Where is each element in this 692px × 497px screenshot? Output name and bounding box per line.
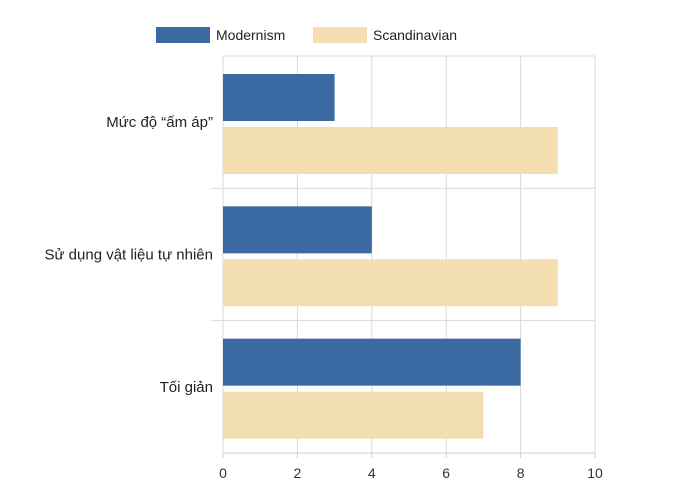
x-tick-label: 6 <box>442 465 450 481</box>
x-tick-label: 2 <box>294 465 302 481</box>
legend: Modernism Scandinavian <box>156 27 457 43</box>
bar-modernism-0 <box>223 74 335 121</box>
x-axis: 0 2 4 6 8 10 <box>219 452 603 481</box>
bar-scandinavian-0 <box>223 127 558 174</box>
category-labels: Mức độ “ấm áp” Sử dụng vật liệu tự nhiên T… <box>44 114 213 396</box>
gridlines <box>211 55 596 453</box>
category-label: Tối giản <box>160 379 213 396</box>
category-label: Sử dụng vật liệu tự nhiên <box>44 247 213 264</box>
bar-scandinavian-1 <box>223 259 558 307</box>
x-tick-label: 4 <box>368 465 376 481</box>
bars <box>223 74 558 439</box>
bar-modernism-1 <box>223 206 372 254</box>
legend-swatch-modernism <box>156 27 210 43</box>
x-tick-label: 8 <box>517 465 525 481</box>
bar-scandinavian-2 <box>223 391 484 439</box>
bar-modernism-2 <box>223 338 521 386</box>
x-tick-label: 10 <box>587 465 603 481</box>
x-tick-label: 0 <box>219 465 227 481</box>
category-label: Mức độ “ấm áp” <box>106 114 213 131</box>
legend-label-modernism: Modernism <box>216 27 285 43</box>
legend-label-scandinavian: Scandinavian <box>373 27 457 43</box>
legend-swatch-scandinavian <box>313 27 367 43</box>
